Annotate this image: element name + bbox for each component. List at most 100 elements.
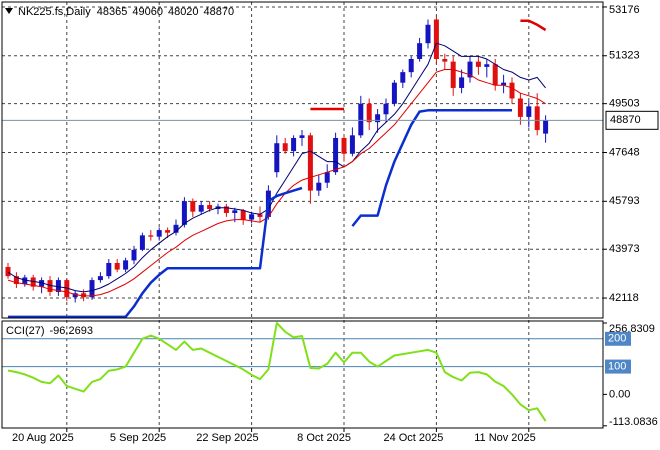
candle-body — [349, 135, 355, 154]
last-high: 49060 — [132, 6, 163, 18]
last-open: 48365 — [97, 6, 128, 18]
candle-body — [97, 276, 103, 281]
level-label: 100 — [608, 360, 626, 372]
candle-body — [72, 293, 78, 298]
candle-body — [425, 24, 431, 44]
candle-body — [509, 82, 515, 99]
candle-body — [475, 61, 481, 67]
panel-frame — [1, 320, 604, 429]
candle-body — [366, 103, 372, 123]
y-tick-label: 49503 — [609, 98, 640, 110]
candle-body — [484, 64, 490, 67]
y-tick-label: 0.00 — [609, 388, 630, 400]
candle-body — [30, 277, 36, 287]
candle-body — [173, 224, 179, 233]
candle-body — [148, 235, 154, 237]
candle-body — [282, 143, 288, 152]
candle-body — [274, 143, 280, 173]
candle-body — [383, 103, 389, 115]
y-tick-label: 43973 — [609, 243, 640, 255]
candle-body — [114, 262, 120, 270]
candle-body — [131, 249, 137, 261]
candle-body — [13, 276, 19, 285]
candle-body — [89, 280, 95, 298]
candle-body — [257, 214, 263, 217]
candle-body — [543, 120, 549, 134]
candle-body — [55, 280, 61, 292]
candle-body — [459, 77, 465, 88]
series-line — [310, 19, 547, 111]
candle-body — [442, 58, 448, 62]
candle-body — [198, 205, 204, 212]
candle-body — [307, 135, 313, 191]
price-label: 48870 — [610, 114, 641, 126]
level-label-box — [605, 359, 631, 374]
candle-body — [333, 137, 339, 173]
x-tick-label: 20 Aug 2025 — [12, 432, 74, 444]
price-label-box — [605, 110, 659, 130]
level-label-box — [605, 331, 631, 346]
symbol-header: NK225.fs,Daily 48365 49060 48020 48870 — [18, 6, 234, 18]
indicator-last-value: -96.2693 — [50, 325, 93, 337]
candle-body — [207, 205, 213, 210]
candle-body — [341, 137, 347, 154]
collapse-icon — [5, 8, 13, 14]
series-line — [8, 109, 512, 319]
candle-body — [156, 230, 162, 237]
last-close: 48870 — [204, 6, 235, 18]
x-tick-label: 24 Oct 2025 — [383, 432, 443, 444]
candle-body — [417, 43, 423, 59]
series-line — [7, 322, 547, 422]
candle-body — [165, 230, 171, 233]
candle-body — [534, 106, 540, 131]
y-tick-label: 42118 — [609, 292, 639, 304]
candle-body — [223, 206, 229, 213]
candle-body — [291, 137, 297, 152]
candle-body — [492, 64, 498, 86]
candle-body — [526, 106, 532, 117]
candle-body — [501, 82, 507, 86]
x-tick-label: 8 Oct 2025 — [297, 432, 351, 444]
candle-body — [375, 114, 381, 123]
candle-body — [64, 280, 70, 298]
indicator-title: CCI(27) — [6, 325, 45, 337]
indicator-header: CCI(27) -96.2693 — [6, 325, 93, 337]
y-tick-label: 51323 — [609, 50, 640, 62]
candle-body — [190, 201, 196, 212]
candle-body — [240, 210, 246, 220]
level-label: 200 — [608, 333, 626, 345]
candle-body — [358, 103, 364, 136]
y-tick-label: 53176 — [609, 4, 640, 16]
candle-body — [316, 182, 322, 191]
y-tick-label: 47648 — [609, 146, 640, 158]
x-tick-label: 11 Nov 2025 — [474, 432, 536, 444]
y-tick-label: -113.0836 — [609, 416, 658, 428]
candle-body — [123, 260, 129, 270]
candle-body — [249, 214, 255, 220]
candle-body — [433, 19, 439, 59]
x-tick-label: 5 Sep 2025 — [110, 432, 166, 444]
candle-body — [400, 72, 406, 83]
candle-body — [391, 82, 397, 104]
candle-body — [299, 135, 305, 138]
candle-body — [5, 266, 11, 277]
candle-body — [22, 277, 28, 285]
candle-body — [39, 280, 45, 287]
candle-body — [106, 262, 112, 277]
candle-body — [139, 235, 145, 250]
last-low: 48020 — [168, 6, 199, 18]
candle-body — [408, 58, 414, 73]
series-line — [7, 69, 546, 297]
candle-body — [232, 210, 238, 213]
chart-title: NK225.fs,Daily — [18, 6, 91, 18]
candle-body — [324, 172, 330, 183]
series-line — [7, 42, 546, 293]
candle-body — [467, 61, 473, 78]
x-tick-label: 22 Sep 2025 — [196, 432, 258, 444]
candle-body — [47, 280, 53, 292]
candle-body — [517, 98, 523, 117]
